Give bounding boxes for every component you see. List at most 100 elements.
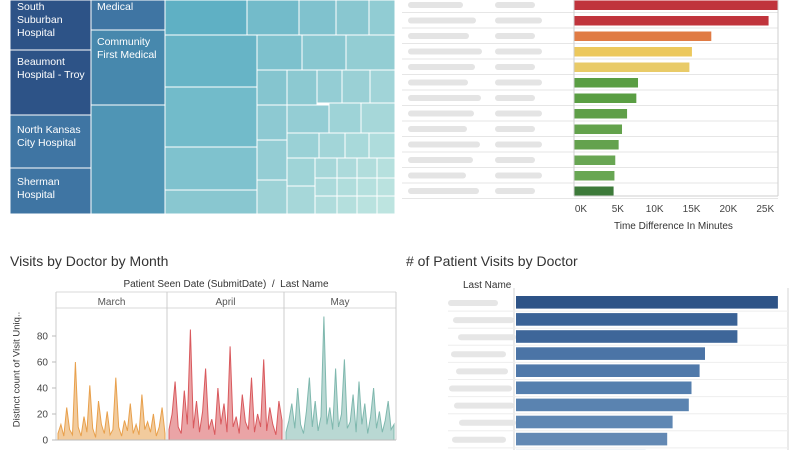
time-difference-bar[interactable] bbox=[574, 0, 778, 11]
time-difference-bar[interactable] bbox=[574, 140, 619, 150]
treemap-cell[interactable] bbox=[336, 177, 358, 197]
treemap-cell[interactable] bbox=[286, 104, 330, 134]
treemap-cell[interactable] bbox=[286, 69, 318, 106]
treemap-cell[interactable] bbox=[356, 177, 378, 197]
patient-visits-bar[interactable] bbox=[516, 381, 692, 395]
visits-area-svg: March April May 0 20 40 60 80 bbox=[37, 291, 397, 447]
treemap-cell[interactable] bbox=[256, 104, 288, 141]
treemap-cell[interactable] bbox=[356, 157, 378, 179]
time-difference-x-tick: 0K bbox=[575, 204, 588, 215]
blurred-doctor-name bbox=[449, 385, 512, 392]
blurred-doctor-name bbox=[453, 317, 514, 324]
treemap-cell[interactable] bbox=[90, 104, 166, 215]
treemap-cell[interactable] bbox=[286, 157, 316, 187]
blurred-doctor-name bbox=[452, 436, 506, 443]
treemap-cell[interactable] bbox=[9, 0, 92, 51]
blurred-last-name bbox=[495, 95, 535, 101]
time-difference-bar[interactable] bbox=[574, 62, 690, 73]
time-difference-bar[interactable] bbox=[574, 186, 614, 197]
time-difference-xlabel: Time Difference In Minutes bbox=[614, 221, 733, 232]
treemap-cell[interactable] bbox=[376, 177, 396, 197]
treemap-label-north-kansas: North Kansas City Hospital bbox=[17, 124, 81, 149]
visits-y-tick: 60 bbox=[37, 358, 49, 369]
treemap-cell[interactable] bbox=[301, 34, 347, 71]
time-difference-chart[interactable]: 0K 5K 10K 15K 20K 25K Time Difference In Minu… bbox=[400, 0, 800, 240]
treemap-cell[interactable] bbox=[256, 34, 303, 71]
treemap-cell[interactable] bbox=[345, 34, 396, 71]
visits-area-may[interactable] bbox=[285, 316, 395, 441]
patient-visits-bar[interactable] bbox=[516, 415, 673, 429]
treemap-cell[interactable] bbox=[369, 69, 396, 104]
time-difference-svg: 0K 5K 10K 15K 20K 25K bbox=[402, 0, 779, 215]
month-label: April bbox=[215, 297, 235, 308]
visits-y-tick: 0 bbox=[42, 436, 48, 447]
treemap-cell[interactable] bbox=[286, 132, 320, 159]
time-difference-bar[interactable] bbox=[574, 31, 712, 42]
treemap-cell[interactable] bbox=[164, 0, 248, 36]
patient-visits-bar[interactable] bbox=[516, 330, 738, 343]
blurred-last-name bbox=[495, 141, 542, 148]
treemap-cell[interactable] bbox=[164, 189, 258, 215]
treemap-cell[interactable] bbox=[9, 49, 92, 116]
patient-visits-ylabel: Last Name bbox=[463, 280, 512, 291]
treemap-cell[interactable] bbox=[356, 195, 378, 215]
treemap-cell[interactable] bbox=[368, 132, 396, 159]
treemap-cell[interactable] bbox=[314, 177, 338, 197]
treemap-cell[interactable] bbox=[164, 34, 258, 88]
treemap-cell[interactable] bbox=[318, 132, 346, 159]
patient-visits-bar[interactable] bbox=[516, 347, 705, 360]
treemap-cell[interactable] bbox=[246, 0, 300, 36]
blurred-doctor-name bbox=[448, 300, 498, 306]
treemap-cell[interactable] bbox=[9, 167, 92, 215]
patient-visits-chart[interactable]: Last Name bbox=[400, 272, 800, 450]
patient-visits-bar[interactable] bbox=[516, 296, 778, 309]
time-difference-bar[interactable] bbox=[574, 155, 616, 166]
blurred-first-name bbox=[408, 2, 463, 8]
time-difference-bar[interactable] bbox=[574, 93, 637, 104]
time-difference-bar[interactable] bbox=[574, 171, 615, 181]
treemap-cell[interactable] bbox=[90, 0, 166, 31]
treemap-cell[interactable] bbox=[316, 69, 343, 104]
time-difference-bar[interactable] bbox=[574, 16, 769, 26]
patient-visits-title: # of Patient Visits by Doctor bbox=[406, 253, 578, 269]
treemap-cell[interactable] bbox=[328, 102, 362, 134]
treemap-cell[interactable] bbox=[344, 132, 370, 159]
hospital-treemap[interactable]: South Suburban Hospital Medical Beaumont… bbox=[0, 0, 396, 215]
patient-visits-svg bbox=[448, 288, 789, 450]
visits-y-tick: 40 bbox=[37, 384, 49, 395]
treemap-cell[interactable] bbox=[336, 195, 358, 215]
visits-by-month-chart[interactable]: Patient Seen Date (SubmitDate) / Last Na… bbox=[0, 272, 400, 450]
treemap-cell[interactable] bbox=[314, 157, 338, 179]
treemap-cell[interactable] bbox=[256, 69, 288, 106]
patient-visits-bar[interactable] bbox=[516, 313, 738, 326]
patient-visits-bar[interactable] bbox=[516, 398, 689, 412]
treemap-cell[interactable] bbox=[335, 0, 370, 36]
visits-area-march[interactable] bbox=[57, 361, 166, 441]
patient-visits-bar[interactable] bbox=[516, 432, 668, 446]
time-difference-bar[interactable] bbox=[574, 109, 628, 119]
treemap-cell[interactable] bbox=[286, 185, 316, 215]
treemap-cell[interactable] bbox=[368, 0, 396, 36]
blurred-first-name bbox=[408, 188, 479, 194]
patient-visits-bar[interactable] bbox=[516, 364, 700, 377]
treemap-cell[interactable] bbox=[314, 195, 338, 215]
treemap-cell[interactable] bbox=[298, 0, 337, 36]
visits-area-april[interactable] bbox=[168, 329, 283, 441]
treemap-cell[interactable] bbox=[336, 157, 358, 179]
treemap-cell[interactable] bbox=[164, 86, 258, 148]
blurred-first-name bbox=[408, 157, 473, 163]
treemap-cell[interactable] bbox=[341, 69, 371, 104]
blurred-last-name bbox=[495, 64, 535, 70]
blurred-doctor-name bbox=[456, 368, 508, 375]
treemap-cell[interactable] bbox=[360, 102, 396, 134]
treemap-cell[interactable] bbox=[256, 139, 288, 181]
treemap-cell[interactable] bbox=[256, 179, 288, 215]
time-difference-bar[interactable] bbox=[574, 78, 639, 88]
treemap-cell[interactable] bbox=[376, 195, 396, 215]
blurred-last-name bbox=[495, 33, 535, 39]
treemap-cell[interactable] bbox=[376, 157, 396, 179]
time-difference-bar[interactable] bbox=[574, 124, 623, 135]
time-difference-bar[interactable] bbox=[574, 47, 692, 57]
treemap-cell[interactable] bbox=[164, 146, 258, 191]
blurred-last-name bbox=[495, 110, 542, 117]
